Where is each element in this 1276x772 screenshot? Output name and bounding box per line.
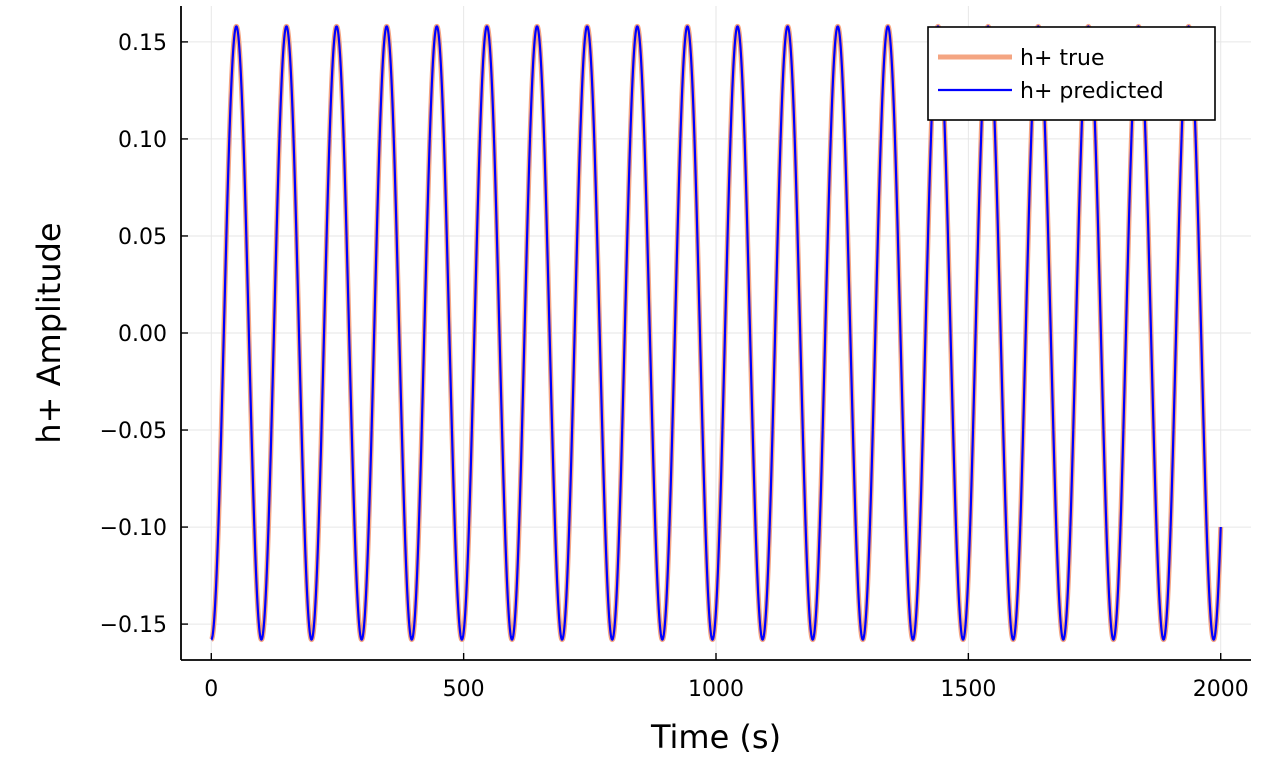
legend-label-h-true: h+ true: [1020, 46, 1105, 71]
x-tick-label: 1000: [688, 677, 744, 702]
x-axis-title: Time (s): [650, 718, 781, 756]
x-ticks: 0 500 1000 1500 2000: [204, 653, 1249, 702]
y-tick-label: 0.10: [118, 128, 167, 153]
x-tick-label: 500: [443, 677, 485, 702]
y-tick-label: −0.10: [100, 516, 167, 541]
legend: h+ true h+ predicted: [927, 26, 1216, 121]
series-line-h-predicted: [210, 25, 1222, 641]
legend-box: [927, 26, 1216, 121]
y-tick-label: 0.00: [118, 322, 167, 347]
y-ticks: −0.15 −0.10 −0.05 0.00 0.05 0.10 0.15: [100, 31, 188, 638]
x-tick-label: 2000: [1193, 677, 1249, 702]
x-tick-label: 0: [204, 677, 218, 702]
y-tick-label: 0.15: [118, 31, 167, 56]
x-tick-label: 1500: [940, 677, 996, 702]
y-axis-title: h+ Amplitude: [30, 222, 68, 443]
y-tick-label: 0.05: [118, 225, 167, 250]
y-tick-label: −0.05: [100, 419, 167, 444]
y-tick-label: −0.15: [100, 613, 167, 638]
legend-label-h-predicted: h+ predicted: [1020, 79, 1164, 104]
series-layer: [209, 23, 1224, 643]
